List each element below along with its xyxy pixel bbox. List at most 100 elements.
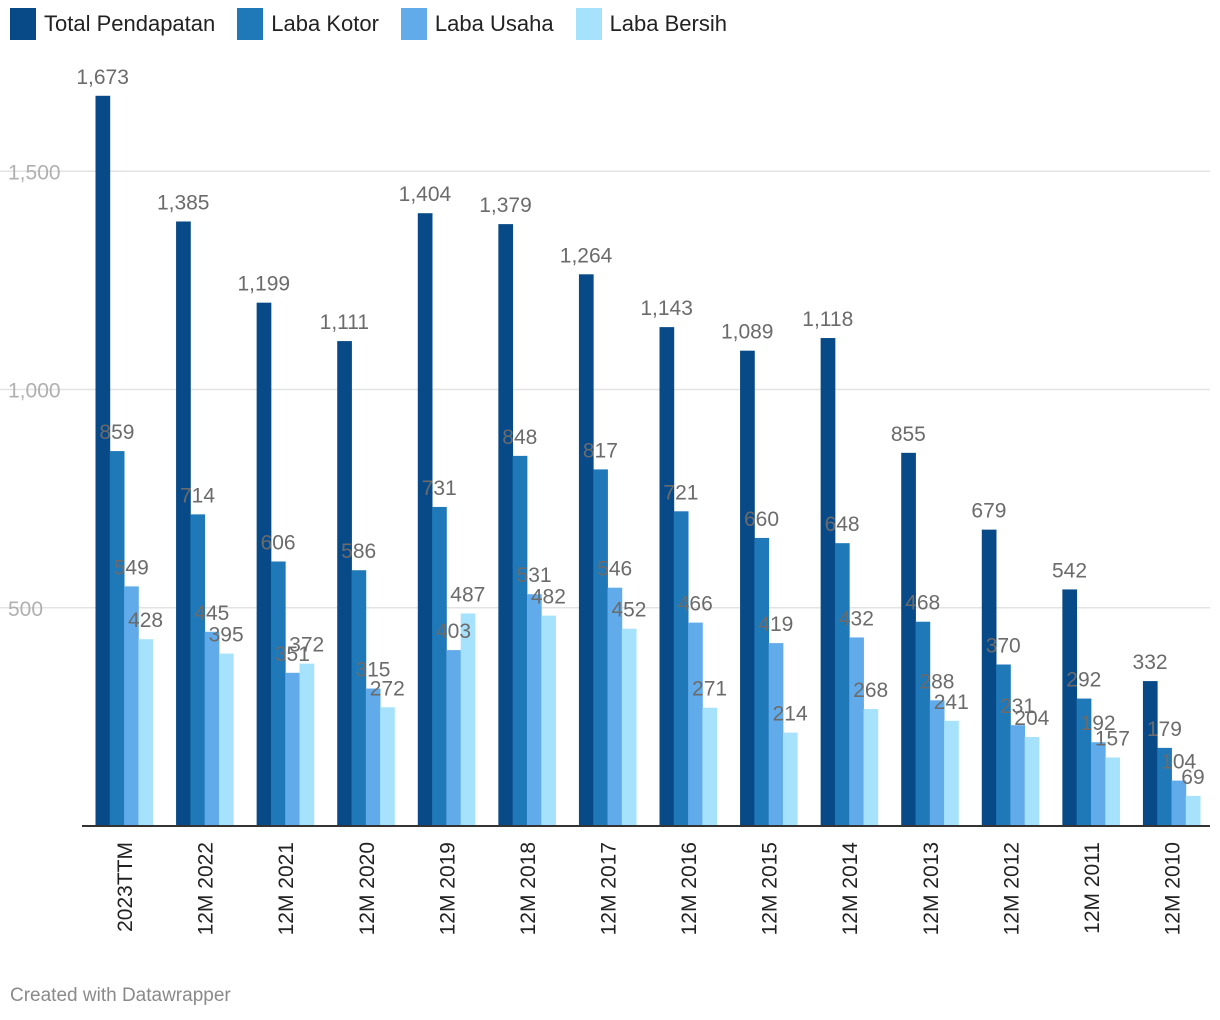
bar — [754, 537, 770, 826]
legend-swatch — [575, 8, 602, 40]
x-tick-label: 12M 2017 — [598, 842, 621, 935]
data-label: 466 — [678, 593, 713, 616]
bar — [944, 720, 959, 826]
data-label: 1,404 — [399, 183, 452, 206]
bar — [1142, 681, 1158, 826]
bar — [981, 529, 997, 826]
data-label: 419 — [758, 613, 793, 636]
bar — [138, 639, 154, 826]
bar — [621, 628, 637, 826]
data-label: 395 — [209, 624, 244, 647]
data-label: 428 — [128, 609, 163, 632]
bar — [498, 224, 514, 826]
legend-item-laba-bersih: Laba Bersih — [575, 8, 727, 40]
data-label: 272 — [370, 677, 405, 700]
value-labels-layer: 1,6738595494281,3857144453951,1996063513… — [76, 66, 1204, 789]
data-label: 714 — [180, 484, 215, 507]
data-label: 1,199 — [238, 273, 291, 296]
data-label: 104 — [1161, 751, 1196, 774]
bar — [607, 587, 623, 826]
bar — [1010, 725, 1026, 826]
legend-item-total-pendapatan: Total Pendapatan — [10, 8, 215, 40]
bar — [1024, 736, 1040, 826]
bar — [688, 622, 703, 826]
x-tick-label: 12M 2022 — [195, 842, 218, 935]
credit-text: Created with Datawrapper — [10, 985, 231, 1006]
data-label: 403 — [436, 620, 471, 643]
x-tick-label: 12M 2011 — [1081, 842, 1104, 934]
data-label: 1,264 — [560, 244, 613, 267]
data-label: 332 — [1133, 651, 1168, 674]
bar — [526, 594, 542, 826]
bar — [740, 350, 755, 826]
legend-swatch — [400, 8, 427, 40]
data-label: 372 — [289, 634, 324, 657]
legend-item-laba-usaha: Laba Usaha — [400, 8, 554, 40]
bar — [1062, 589, 1078, 826]
data-label: 432 — [839, 607, 874, 630]
bar — [782, 732, 798, 826]
bar — [299, 663, 315, 826]
data-label: 1,385 — [157, 191, 210, 214]
x-tick-label: 12M 2012 — [1000, 842, 1023, 935]
bar — [863, 709, 879, 826]
axis-layer: 2023TTM 12M 2022 12M 2021 12M 2020 12M 2019 1… — [82, 825, 1210, 935]
data-label: 546 — [597, 558, 632, 581]
data-label: 271 — [692, 678, 727, 701]
bar — [1185, 795, 1201, 826]
data-label: 848 — [502, 426, 537, 449]
bar — [673, 511, 689, 826]
data-label: 370 — [986, 635, 1021, 658]
bar — [460, 613, 476, 826]
bar — [768, 643, 784, 826]
data-label: 817 — [583, 439, 618, 462]
legend-label: Laba Bersih — [609, 11, 727, 36]
data-label: 1,111 — [320, 311, 369, 334]
data-label: 606 — [261, 531, 296, 554]
data-label: 1,379 — [479, 194, 532, 217]
x-tick-label: 12M 2013 — [920, 842, 943, 935]
bar — [176, 221, 191, 827]
bar — [834, 543, 850, 826]
x-tick-label: 12M 2019 — [436, 842, 459, 935]
data-label: 731 — [422, 477, 457, 500]
data-label: 452 — [611, 599, 646, 622]
data-label: 542 — [1052, 559, 1087, 582]
bar — [1171, 780, 1187, 826]
legend-swatch — [10, 8, 36, 40]
bar — [702, 707, 718, 826]
bar — [1157, 747, 1172, 826]
bar — [270, 561, 286, 826]
data-label: 315 — [355, 659, 390, 682]
legend-item-laba-kotor: Laba Kotor — [237, 8, 379, 40]
data-label: 292 — [1066, 669, 1101, 692]
bar — [285, 672, 300, 826]
data-label: 855 — [891, 423, 926, 446]
x-tick-label: 12M 2020 — [356, 842, 379, 935]
x-tick-label: 12M 2016 — [678, 842, 701, 935]
data-label: 1,089 — [721, 321, 774, 344]
y-tick-label: 1,500 — [8, 161, 61, 184]
chart-legend: Total Pendapatan Laba Kotor Laba Usaha L… — [10, 8, 749, 40]
data-label: 487 — [450, 583, 485, 606]
x-tick-label: 12M 2021 — [275, 842, 298, 935]
bar — [417, 213, 433, 826]
bar — [337, 341, 352, 826]
data-label: 214 — [773, 703, 808, 726]
x-tick-label: 12M 2015 — [759, 842, 782, 935]
bar — [95, 95, 111, 826]
bar — [929, 700, 945, 826]
bar — [432, 506, 447, 826]
x-tick-label: 12M 2018 — [517, 842, 540, 935]
bar — [901, 452, 916, 826]
data-label: 1,118 — [802, 308, 853, 331]
bar — [256, 302, 272, 826]
data-label: 288 — [919, 670, 954, 693]
data-label: 268 — [853, 679, 888, 702]
data-label: 648 — [825, 513, 860, 536]
x-tick-label: 12M 2010 — [1162, 842, 1185, 935]
data-label: 531 — [517, 564, 552, 587]
data-label: 859 — [99, 421, 134, 444]
data-label: 679 — [971, 500, 1006, 523]
data-label: 69 — [1181, 766, 1204, 789]
